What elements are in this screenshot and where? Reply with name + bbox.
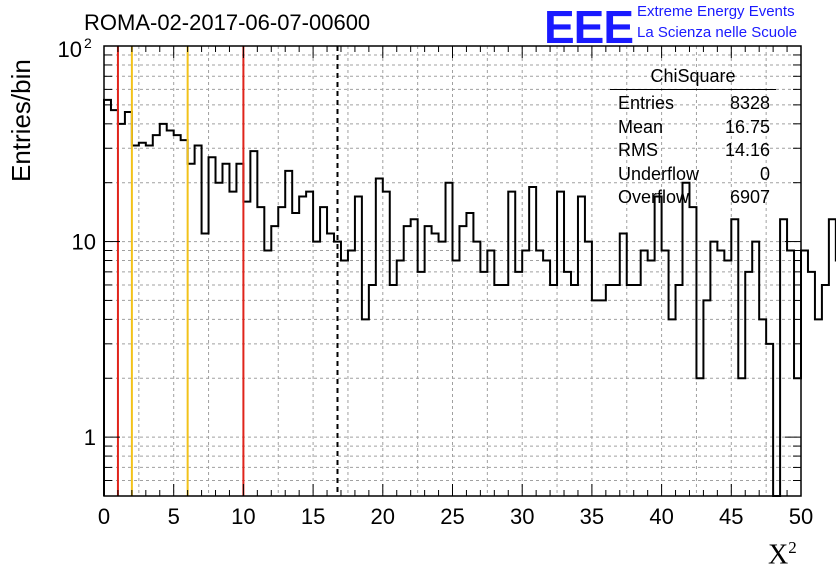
stats-value: 0 <box>759 163 770 184</box>
x-tick-label: 30 <box>510 504 534 529</box>
stats-rows: Entries 8328 Mean 16.75 RMS 14.16 Underflow 0 Ov… <box>610 92 776 210</box>
y-tick-label: 10 <box>72 230 96 255</box>
stats-value: 16.75 <box>724 116 770 137</box>
stats-row: Mean 16.75 <box>610 116 776 140</box>
x-axis-label: X2 <box>768 538 797 571</box>
x-tick-label: 20 <box>371 504 395 529</box>
stats-label: Underflow <box>618 163 700 184</box>
x-tick-label: 10 <box>231 504 255 529</box>
stats-value: 8328 <box>729 93 770 113</box>
x-tick-label: 45 <box>719 504 743 529</box>
stats-box: ChiSquare Entries 8328 Mean 16.75 RMS 14.16 Un… <box>610 66 776 210</box>
x-tick-label: 15 <box>301 504 325 529</box>
y-tick-label: 1 <box>84 425 96 450</box>
x-tick-label: 40 <box>649 504 673 529</box>
logo-line-1: Extreme Energy Events <box>637 3 795 20</box>
y-axis-label: Entries/bin <box>6 59 36 182</box>
x-axis-label-exponent: 2 <box>788 538 797 557</box>
x-tick-label: 50 <box>789 504 813 529</box>
stats-row: RMS 14.16 <box>610 139 776 163</box>
y-tick-label-exponent: 2 <box>84 35 92 51</box>
reference-lines <box>116 46 339 496</box>
x-tick-label: 25 <box>440 504 464 529</box>
x-axis-label-symbol: X <box>768 539 789 571</box>
logo-line-2: La Scienza nelle Scuole <box>637 24 798 41</box>
stats-label: Overflow <box>618 187 690 207</box>
stats-row: Entries 8328 <box>610 92 776 116</box>
x-tick-label: 35 <box>580 504 604 529</box>
chart-title: ROMA-02-2017-06-07-00600 <box>84 10 371 35</box>
histogram-series <box>103 98 836 497</box>
stats-row: Overflow 6907 <box>610 186 776 210</box>
stats-row: Underflow 0 <box>610 163 776 187</box>
y-tick-label: 10 <box>58 37 82 62</box>
histogram-outline <box>103 98 836 497</box>
x-tick-label: 0 <box>98 504 110 529</box>
stats-label: Mean <box>618 116 664 137</box>
stats-title: ChiSquare <box>610 66 776 90</box>
stats-label: RMS <box>618 140 658 160</box>
stats-label: Entries <box>618 93 675 113</box>
stats-value: 6907 <box>729 187 770 207</box>
x-tick-label: 5 <box>168 504 180 529</box>
stats-value: 14.16 <box>724 140 770 160</box>
eee-logo: EEE <box>544 1 634 53</box>
